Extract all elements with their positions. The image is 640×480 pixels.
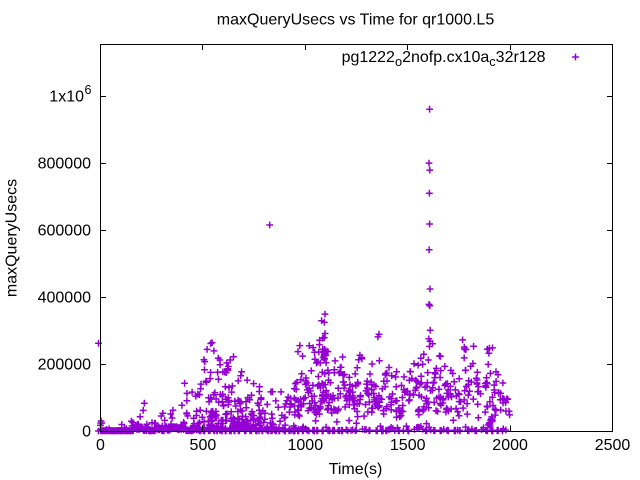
svg-text:500: 500 [190, 437, 217, 454]
svg-text:800000: 800000 [38, 156, 91, 173]
svg-text:200000: 200000 [38, 357, 91, 374]
svg-text:1x10: 1x10 [49, 88, 84, 105]
svg-text:pg1222o2nofp.cx10ac32r128: pg1222o2nofp.cx10ac32r128 [342, 49, 546, 69]
svg-text:600000: 600000 [38, 223, 91, 240]
svg-text:1500: 1500 [390, 437, 426, 454]
svg-text:Time(s): Time(s) [329, 461, 383, 478]
svg-text:2500: 2500 [595, 437, 631, 454]
svg-text:2000: 2000 [492, 437, 528, 454]
svg-text:1000: 1000 [288, 437, 324, 454]
svg-text:6: 6 [85, 83, 92, 97]
svg-text:0: 0 [82, 424, 91, 441]
svg-text:maxQueryUsecs: maxQueryUsecs [4, 179, 21, 297]
svg-text:maxQueryUsecs vs Time for qr10: maxQueryUsecs vs Time for qr1000.L5 [217, 12, 495, 29]
svg-text:400000: 400000 [38, 290, 91, 307]
svg-text:0: 0 [96, 437, 105, 454]
